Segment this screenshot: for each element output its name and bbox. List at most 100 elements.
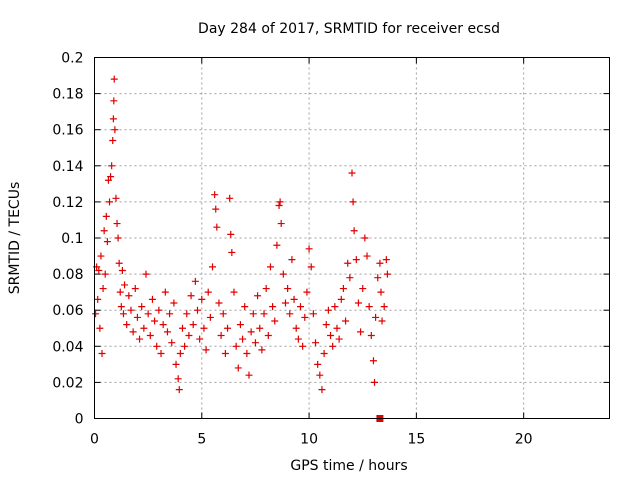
data-point	[382, 256, 390, 264]
data-point	[176, 350, 184, 358]
data-point	[275, 202, 283, 210]
y-tick-label: 0.1	[61, 231, 83, 247]
data-point	[363, 252, 371, 260]
data-point	[254, 292, 262, 300]
data-point	[339, 285, 347, 293]
y-tick-label: 0	[75, 412, 84, 428]
y-tick-label: 0.18	[52, 87, 83, 103]
x-tick-label: 0	[90, 432, 99, 448]
data-point	[383, 270, 391, 278]
data-point	[151, 317, 159, 325]
data-point	[174, 375, 182, 383]
data-point	[226, 194, 234, 202]
x-tick-labels: 0 5 10 15 20	[90, 432, 533, 448]
data-point	[123, 321, 131, 329]
data-point	[100, 227, 108, 235]
data-point	[378, 317, 386, 325]
data-point	[200, 324, 208, 332]
data-point	[183, 310, 191, 318]
data-point	[153, 342, 161, 350]
data-point	[331, 303, 339, 311]
data-point	[335, 335, 343, 343]
data-point	[109, 137, 117, 145]
data-point	[111, 126, 119, 134]
data-point	[352, 256, 360, 264]
data-point	[288, 256, 296, 264]
data-point	[245, 371, 253, 379]
y-tick-label: 0.12	[52, 195, 83, 211]
data-point	[239, 335, 247, 343]
data-point	[230, 288, 238, 296]
data-point	[204, 288, 212, 296]
data-point	[365, 303, 373, 311]
data-point	[113, 220, 121, 228]
data-point	[212, 205, 220, 213]
y-tick-label: 0.02	[52, 375, 83, 391]
data-point	[284, 285, 292, 293]
y-tick-label: 0.06	[52, 303, 83, 319]
data-point	[357, 328, 365, 336]
data-point	[187, 292, 195, 300]
data-point	[202, 346, 210, 354]
data-point	[99, 285, 107, 293]
data-point	[155, 306, 163, 314]
data-point	[224, 324, 232, 332]
data-point	[103, 238, 111, 246]
data-point	[215, 299, 223, 307]
data-point	[163, 328, 171, 336]
data-point	[276, 198, 284, 206]
data-point	[136, 335, 144, 343]
x-tick-label: 15	[407, 432, 425, 448]
data-point	[241, 303, 249, 311]
data-point	[133, 313, 141, 321]
data-point	[273, 241, 281, 249]
data-point	[227, 230, 235, 238]
data-point	[166, 310, 174, 318]
data-point	[333, 324, 341, 332]
data-point	[344, 259, 352, 267]
data-point	[221, 350, 229, 358]
data-point	[359, 285, 367, 293]
data-point	[322, 321, 330, 329]
data-point	[92, 310, 100, 318]
data-point	[371, 378, 379, 386]
data-point	[376, 259, 384, 267]
chart-title: Day 284 of 2017, SRMTID for receiver ecs…	[198, 21, 500, 37]
data-point	[369, 357, 377, 365]
grid-lines	[94, 57, 610, 419]
data-point	[269, 303, 277, 311]
x-tick-label: 20	[515, 432, 533, 448]
data-point	[125, 292, 133, 300]
data-point	[271, 317, 279, 325]
data-point	[191, 277, 199, 285]
data-point	[94, 295, 102, 303]
data-point	[170, 299, 178, 307]
data-point	[116, 288, 124, 296]
data-point	[112, 194, 120, 202]
data-point	[211, 191, 219, 199]
data-points	[92, 75, 391, 394]
data-point	[95, 266, 103, 274]
data-point	[142, 270, 150, 278]
data-point	[380, 303, 388, 311]
data-point	[301, 313, 309, 321]
y-tick-label: 0.14	[52, 159, 83, 175]
data-point	[299, 342, 307, 350]
y-tick-label: 0.2	[61, 51, 83, 67]
data-point	[367, 331, 375, 339]
data-point	[115, 259, 123, 267]
y-tick-label: 0.04	[52, 339, 83, 355]
data-point	[262, 285, 270, 293]
data-point	[131, 285, 139, 293]
y-axis-label: SRMTID / TECUs	[7, 182, 23, 295]
data-point	[361, 234, 369, 242]
data-point	[350, 227, 358, 235]
data-point	[209, 263, 217, 271]
data-point	[297, 303, 304, 311]
data-point	[277, 220, 285, 228]
data-point	[354, 299, 362, 307]
data-point	[114, 234, 122, 242]
data-point	[258, 346, 266, 354]
data-point	[206, 313, 214, 321]
